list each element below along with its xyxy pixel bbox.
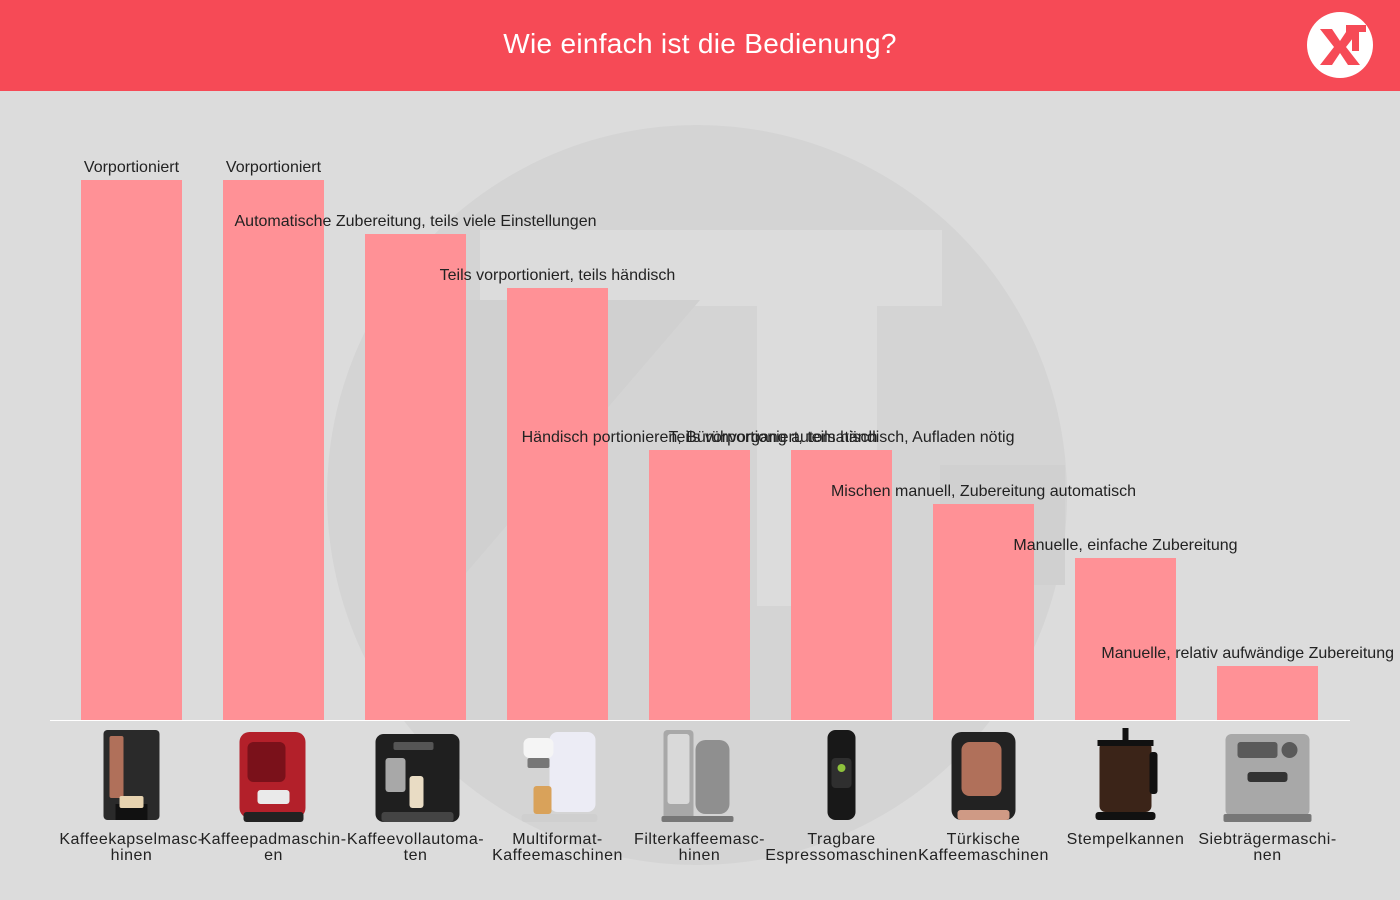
multiformat-machine-icon — [521, 732, 598, 822]
bar-data-label: Mischen manuell, Zubereitung automatisch — [831, 483, 1136, 500]
bar — [223, 180, 324, 720]
category-label: Kaffeevollautoma-ten — [347, 831, 484, 864]
category-label: Kaffeepadmaschin-en — [200, 831, 346, 864]
page-title: Wie einfach ist die Bedienung? — [503, 28, 897, 59]
category-label: Filterkaffeemasc-hinen — [634, 831, 765, 864]
bar-data-label: Automatische Zubereitung, teils viele Ei… — [235, 213, 597, 230]
bar-data-label: Manuelle, relativ aufwändige Zubereitung — [1101, 645, 1394, 662]
bar — [649, 450, 750, 720]
category-label: Türkische Kaffeemaschinen — [918, 831, 1049, 864]
portafilter-machine-icon — [1223, 734, 1312, 822]
pad-machine-icon — [239, 732, 306, 822]
bar — [81, 180, 182, 720]
bar — [791, 450, 892, 720]
bar-data-label: Manuelle, einfache Zubereitung — [1013, 537, 1237, 554]
fully-automatic-machine-icon — [375, 734, 460, 822]
category-label: Multiformat-Kaffeemaschinen — [492, 831, 623, 864]
bar-data-label: Händisch portionieren, Bürühvorgang auto… — [522, 429, 878, 446]
xt-logo-icon — [1307, 12, 1373, 78]
filter-coffee-machine-icon — [661, 730, 734, 822]
capsule-machine-icon — [103, 730, 160, 820]
portable-espresso-icon — [827, 730, 856, 820]
bar — [507, 288, 608, 720]
turkish-coffee-machine-icon — [951, 732, 1016, 820]
category-label: Stempelkannen — [1067, 831, 1185, 848]
category-label: Tragbare Espressomaschinen — [765, 831, 918, 864]
category-label: Siebträgermaschi-nen — [1198, 831, 1336, 864]
category-label: Kaffeekapselmasc-hinen — [59, 831, 203, 864]
header-bar: Wie einfach ist die Bedienung? — [0, 0, 1400, 91]
bar — [1217, 666, 1318, 720]
bar-data-label: Teils vorportioniert, teils händisch — [440, 267, 676, 284]
bar-data-label: Vorportioniert — [226, 159, 322, 176]
bar — [933, 504, 1034, 720]
bar-data-label: Vorportioniert — [84, 159, 180, 176]
bar — [365, 234, 466, 720]
bar — [1075, 558, 1176, 720]
bar-data-label: Teils vorportioniert, teils händisch, Au… — [669, 429, 1015, 446]
french-press-icon — [1095, 728, 1158, 820]
